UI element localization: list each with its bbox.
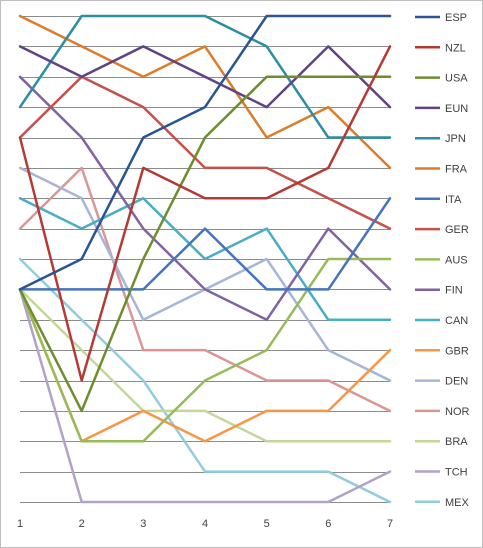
series-line-den [18,166,392,382]
legend-label: AUS [445,254,468,266]
series-line-nor [18,166,392,413]
x-tick-label: 1 [17,518,23,530]
legend-item-ger: GER [415,224,469,236]
series-line-fra [18,14,392,170]
x-tick-label: 3 [140,518,146,530]
x-tick-label: 5 [264,518,270,530]
series-line-aus [18,257,392,443]
legend-label: ESP [445,12,467,24]
series-line-tch [18,288,392,504]
series-line-fin [18,75,392,322]
legend-item-gbr: GBR [415,345,469,357]
legend-item-aus: AUS [415,254,468,266]
series-line-bra [18,288,392,443]
series-line-mex [18,257,392,504]
legend-item-jpn: JPN [415,133,466,145]
series-lines [18,14,392,504]
legend-item-usa: USA [415,73,468,85]
legend-label: MEX [445,497,470,509]
legend-label: BRA [445,436,468,448]
legend-label: GBR [445,345,469,357]
series-line-nzl [18,45,392,382]
legend-item-nzl: NZL [415,42,466,54]
legend-label: NOR [445,406,470,418]
legend-item-mex: MEX [415,497,470,509]
legend-item-fin: FIN [415,285,463,297]
legend-item-bra: BRA [415,436,468,448]
legend-label: GER [445,224,469,236]
x-tick-label: 6 [325,518,331,530]
series-line-eun [18,45,392,109]
series-line-can [18,197,392,322]
legend-label: CAN [445,315,468,327]
x-tick-label: 7 [387,518,393,530]
series-line-esp [18,14,392,291]
legend-label: USA [445,73,468,85]
series-line-jpn [18,14,392,139]
legend-item-den: DEN [415,376,468,388]
legend-label: DEN [445,376,468,388]
legend-label: FRA [445,164,468,176]
legend-item-fra: FRA [415,164,468,176]
legend-label: FIN [445,285,463,297]
legend-item-can: CAN [415,315,468,327]
legend-item-tch: TCH [415,467,468,479]
legend-label: TCH [445,467,468,479]
legend: ESP NZL USA EUN JPN FRA ITA GER AUS FIN CAN GBR DEN N… [415,12,470,509]
legend-label: EUN [445,103,468,115]
legend-item-eun: EUN [415,103,468,115]
legend-item-ita: ITA [415,194,462,206]
series-line-ger [18,75,392,230]
series-line-ita [18,197,392,291]
legend-item-nor: NOR [415,406,470,418]
x-tick-label: 4 [202,518,208,530]
x-tick-label: 2 [79,518,85,530]
x-axis: 1 2 3 4 5 6 7 [17,518,393,530]
legend-label: JPN [445,133,466,145]
legend-label: NZL [445,42,466,54]
legend-item-esp: ESP [415,12,467,24]
series-line-usa [18,75,392,413]
legend-label: ITA [445,194,462,206]
